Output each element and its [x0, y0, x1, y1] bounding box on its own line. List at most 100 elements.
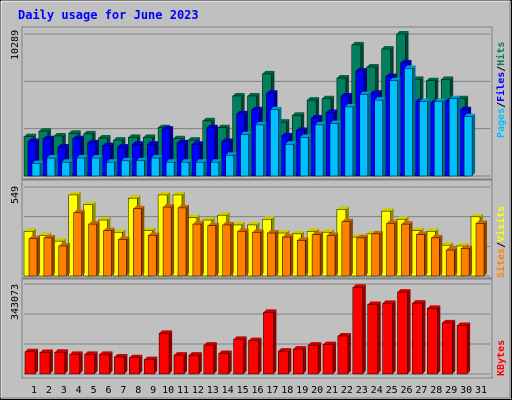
pages-bar-day-13 — [210, 159, 222, 177]
pages-bar-day-10 — [165, 159, 178, 177]
pages-bar-day-23 — [359, 91, 371, 177]
sites-bar-day-26 — [401, 221, 413, 277]
x-tick-day-29: 29 — [445, 385, 457, 396]
x-tick-day-10: 10 — [162, 385, 174, 396]
sites-bar-day-14 — [222, 221, 234, 277]
kbytes-bar-day-7 — [114, 353, 128, 375]
kbytes-bar-day-16 — [248, 337, 262, 375]
x-tick-day-19: 19 — [296, 385, 308, 396]
kbytes-bar-day-30 — [456, 322, 471, 375]
legend-sep-1: / — [496, 102, 507, 108]
pages-bar-day-6 — [106, 159, 118, 177]
kbytes-bar-day-17 — [263, 309, 277, 375]
pages-bar-day-5 — [91, 155, 103, 177]
kbytes-bar-day-13 — [203, 342, 217, 375]
x-tick-day-25: 25 — [386, 385, 398, 396]
kbytes-bar-day-26 — [397, 289, 411, 375]
sites-bar-day-8 — [133, 205, 145, 277]
sites-bar-day-29 — [445, 247, 458, 277]
kbytes-bar-day-15 — [233, 336, 247, 375]
kbytes-bar-day-6 — [99, 351, 113, 375]
pages-bar-day-4 — [76, 155, 88, 177]
x-tick-day-17: 17 — [266, 385, 278, 396]
kbytes-bar-day-12 — [188, 352, 202, 375]
x-tick-day-1: 1 — [31, 385, 37, 396]
hits-max-label: 10289 — [10, 30, 21, 60]
kbytes-bar-day-8 — [129, 354, 143, 375]
legend-sites: Sites — [495, 248, 507, 278]
kbytes-bar-day-22 — [337, 332, 351, 375]
x-tick-day-24: 24 — [371, 385, 383, 396]
legend-sep-2: / — [496, 66, 507, 72]
pages-bar-day-8 — [136, 157, 148, 177]
x-tick-day-18: 18 — [281, 385, 293, 396]
kbytes-legend: KBytes — [496, 340, 507, 376]
x-tick-day-11: 11 — [177, 385, 189, 396]
pages-bar-day-28 — [434, 98, 446, 177]
pages-bar-day-27 — [419, 98, 431, 177]
chart-title: Daily usage for June 2023 — [18, 8, 199, 22]
pages-bar-day-7 — [121, 157, 133, 177]
x-tick-day-12: 12 — [192, 385, 204, 396]
pages-bar-day-1 — [31, 160, 43, 177]
sites-bar-day-10 — [162, 204, 175, 277]
x-tick-day-16: 16 — [251, 385, 263, 396]
x-tick-day-8: 8 — [135, 385, 141, 396]
legend-pages: Pages — [496, 108, 507, 138]
kbytes-bar-day-25 — [382, 300, 396, 375]
legend-kbytes: KBytes — [496, 340, 507, 376]
x-tick-day-2: 2 — [46, 385, 52, 396]
sites-bar-day-6 — [103, 227, 115, 277]
kbytes-bar-day-23 — [352, 284, 366, 375]
x-tick-day-30: 30 — [460, 385, 472, 396]
x-axis-ticks: 1 2 3 4 5 6 7 8 9 10 11 12 13 14 15 16 17 18 19 20 21 22 23 24 2… — [31, 385, 487, 396]
legend-files: Files — [495, 72, 507, 102]
sites-bar-day-31 — [475, 220, 487, 277]
kbytes-bar-day-1 — [24, 348, 38, 375]
sites-bar-day-28 — [431, 234, 443, 277]
kbytes-bar-day-2 — [39, 349, 53, 375]
x-tick-day-7: 7 — [120, 385, 126, 396]
pages-bar-day-30 — [463, 113, 476, 177]
sites-bar-day-16 — [252, 229, 264, 277]
pages-bar-day-17 — [270, 106, 282, 177]
x-tick-day-20: 20 — [311, 385, 323, 396]
kbytes-bar-day-19 — [292, 346, 307, 375]
x-tick-day-14: 14 — [222, 385, 234, 396]
x-tick-day-3: 3 — [61, 385, 67, 396]
kbytes-bar-day-14 — [218, 350, 232, 375]
pages-bar-day-19 — [299, 134, 312, 177]
kbytes-bar-day-24 — [367, 301, 381, 375]
sites-bar-day-23 — [356, 234, 368, 277]
x-tick-day-6: 6 — [105, 385, 111, 396]
kbytes-bar-day-27 — [412, 300, 426, 375]
pages-bar-day-29 — [448, 95, 461, 177]
sites-bar-day-9 — [147, 232, 160, 277]
sites-bar-day-24 — [371, 230, 383, 277]
kbytes-bar-day-29 — [441, 319, 456, 375]
kbytes-bar-day-5 — [84, 351, 98, 375]
x-tick-day-4: 4 — [76, 385, 82, 396]
pages-bar-day-3 — [61, 159, 73, 177]
sites-bar-day-21 — [326, 232, 338, 277]
pages-bar-day-9 — [150, 155, 163, 177]
pages-bar-day-20 — [314, 121, 327, 177]
x-tick-day-9: 9 — [150, 385, 156, 396]
x-tick-day-21: 21 — [326, 385, 338, 396]
pages-bar-day-24 — [374, 97, 386, 177]
sites-bar-day-12 — [192, 221, 204, 277]
bar-marks — [23, 31, 487, 375]
sites-bar-day-19 — [296, 237, 309, 277]
x-tick-day-13: 13 — [207, 385, 219, 396]
hits-legend: Pages/Files/Hits — [495, 42, 507, 138]
pages-bar-day-18 — [285, 141, 297, 177]
kbytes-max-label: 343073 — [10, 284, 21, 320]
pages-bar-day-14 — [225, 152, 237, 177]
x-tick-day-22: 22 — [341, 385, 353, 396]
x-tick-day-26: 26 — [400, 385, 412, 396]
pages-bar-day-12 — [195, 159, 207, 177]
pages-bar-day-11 — [180, 159, 192, 177]
sites-bar-day-22 — [341, 218, 353, 277]
sites-bar-day-7 — [118, 236, 130, 277]
sites-bar-day-27 — [416, 231, 428, 277]
